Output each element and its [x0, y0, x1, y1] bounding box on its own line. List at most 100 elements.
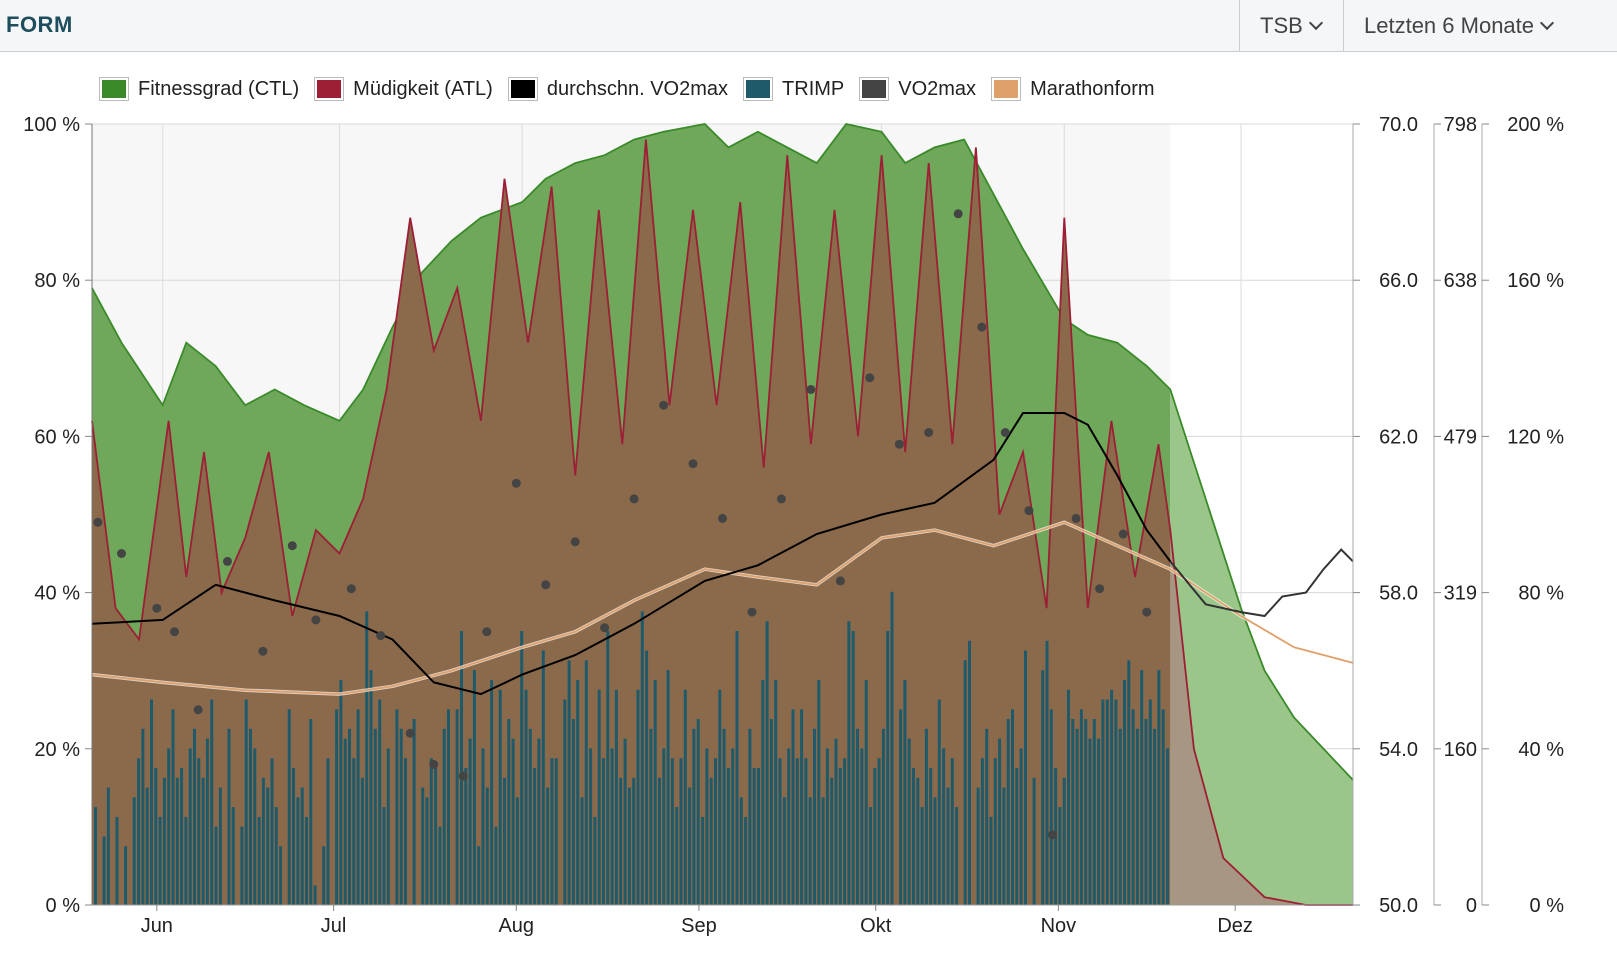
trimp-bar: [261, 777, 265, 905]
trimp-bar: [903, 679, 907, 905]
trimp-bar: [778, 758, 782, 905]
y-tick-label-vo2max: 50.0: [1379, 895, 1418, 917]
vo2max-point: [376, 631, 386, 641]
trimp-bar: [550, 758, 554, 905]
x-tick-label: Jul: [321, 915, 347, 937]
trimp-bar: [313, 885, 317, 905]
vo2max-point: [458, 771, 468, 781]
trimp-bar: [830, 777, 834, 905]
trimp-bar: [429, 758, 433, 905]
metric-dropdown[interactable]: TSB: [1239, 0, 1343, 51]
trimp-bar: [494, 826, 498, 905]
trimp-bar: [1062, 777, 1066, 905]
x-tick-label: Dez: [1217, 915, 1253, 937]
y-tick-label-percent-right: 160 %: [1507, 270, 1564, 292]
trimp-bar: [162, 777, 166, 905]
avg-vo2max-line-forecast: [1169, 548, 1354, 618]
vo2max-point: [1071, 513, 1081, 523]
legend-item-vo2max[interactable]: VO2max: [860, 78, 976, 101]
trimp-bar: [201, 777, 205, 905]
trimp-bar: [511, 738, 515, 905]
trimp-bar: [477, 846, 481, 905]
y-tick-label-percent-left: 0 %: [46, 895, 81, 917]
trimp-bar: [1079, 709, 1083, 905]
y-tick-label-percent-right: 200 %: [1507, 114, 1564, 136]
trimp-bar: [632, 777, 636, 905]
trimp-bar: [731, 748, 735, 905]
legend-item-ctl[interactable]: Fitnessgrad (CTL): [100, 78, 299, 101]
trimp-bar: [623, 738, 627, 905]
trimp-bar: [533, 768, 537, 905]
trimp-bar: [589, 748, 593, 905]
trimp-bar: [1101, 699, 1105, 905]
y-tick-label-percent-left: 40 %: [34, 583, 80, 605]
trimp-bar: [963, 660, 967, 905]
trimp-bar: [184, 816, 188, 905]
vo2max-point: [570, 537, 580, 547]
trimp-bar: [102, 836, 106, 905]
vo2max-point: [1000, 428, 1010, 437]
trimp-bar: [739, 797, 743, 905]
trimp-bar: [490, 679, 494, 905]
trimp-bar: [468, 738, 472, 905]
trimp-bar: [326, 758, 330, 905]
vo2max-point: [1024, 506, 1034, 516]
trimp-bar: [335, 709, 339, 905]
y-tick-label-percent-right: 120 %: [1507, 426, 1564, 448]
trimp-bar: [1118, 728, 1122, 905]
trimp-bar: [869, 807, 872, 905]
vo2max-point: [258, 646, 268, 656]
vo2max-point: [865, 373, 875, 383]
y-tick-label-percent-left: 80 %: [34, 270, 80, 292]
legend-label: Fitnessgrad (CTL): [138, 77, 300, 100]
trimp-bar: [950, 758, 954, 905]
vo2max-point: [776, 494, 786, 504]
legend-item-atl[interactable]: Müdigkeit (ATL): [315, 78, 493, 101]
trimp-bar: [305, 816, 308, 905]
trimp-bar: [348, 728, 351, 905]
trimp-bar: [132, 797, 136, 905]
trimp-bar: [1123, 679, 1126, 905]
trimp-bar: [1045, 640, 1049, 905]
metric-dropdown-value: TSB: [1260, 12, 1303, 38]
vo2max-point: [405, 728, 415, 738]
trimp-bar: [171, 709, 175, 905]
trimp-bar: [1054, 768, 1058, 905]
trimp-bar: [1144, 719, 1148, 905]
vo2max-point: [429, 759, 439, 769]
trimp-bar: [989, 816, 993, 905]
trimp-bar: [249, 728, 252, 905]
trimp-bar: [645, 650, 649, 905]
trimp-bar: [993, 758, 997, 905]
vo2max-point: [600, 623, 610, 633]
trimp-bar: [386, 748, 390, 905]
legend-item-trimp[interactable]: TRIMP: [744, 78, 844, 101]
trimp-bar: [365, 611, 369, 905]
ctl-area-forecast: [1170, 389, 1353, 905]
range-dropdown[interactable]: Letzten 6 Monate: [1343, 0, 1617, 51]
trimp-bar: [692, 728, 696, 905]
trimp-bar: [808, 797, 812, 905]
trimp-bar: [150, 699, 153, 905]
trimp-bar: [675, 807, 679, 905]
legend-item-avg-vo2max[interactable]: durchschn. VO2max: [508, 78, 728, 101]
trimp-bar: [528, 728, 532, 905]
trimp-bar: [843, 758, 847, 905]
trimp-bar: [619, 777, 623, 905]
trimp-bar: [115, 816, 119, 905]
trimp-bar: [851, 631, 855, 905]
trimp-bar: [860, 748, 864, 905]
trimp-bar: [205, 738, 209, 905]
legend-item-marathonform[interactable]: Marathonform: [992, 78, 1155, 101]
trimp-bar: [434, 768, 438, 905]
trimp-bar: [782, 797, 786, 905]
vo2max-point: [629, 494, 639, 504]
trimp-bar: [722, 728, 726, 905]
trimp-bar: [1084, 719, 1088, 905]
trimp-bar: [666, 670, 670, 905]
trimp-bar: [524, 689, 528, 905]
x-tick-label: Jun: [141, 915, 173, 937]
trimp-bar: [137, 758, 141, 905]
vo2max-point: [1095, 584, 1105, 594]
